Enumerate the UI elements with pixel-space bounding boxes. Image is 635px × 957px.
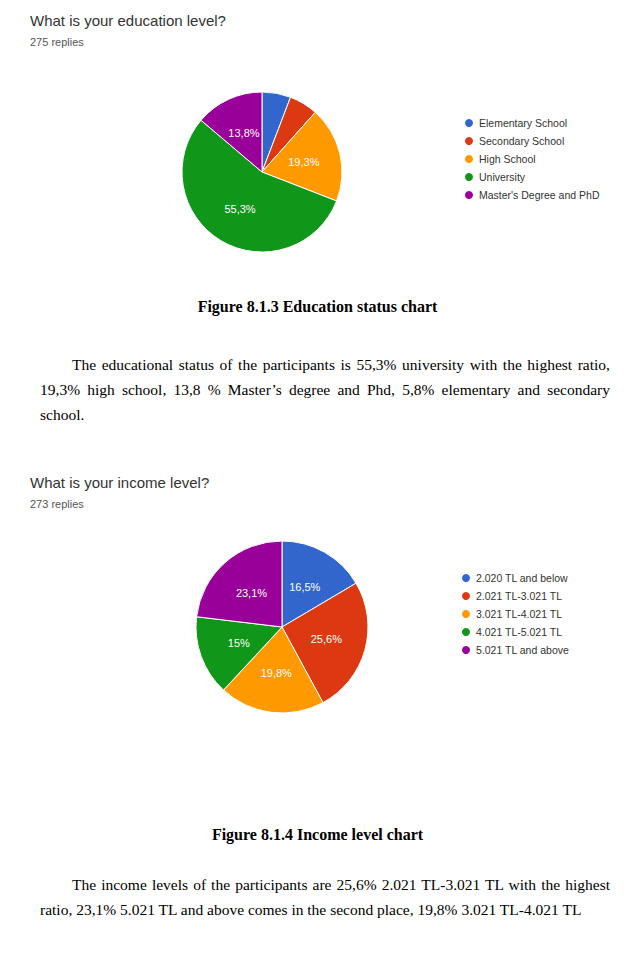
svg-text:2.020 TL and below: 2.020 TL and below [476, 572, 568, 584]
svg-text:273 replies: 273 replies [30, 498, 84, 510]
svg-text:4.021 TL-5.021 TL: 4.021 TL-5.021 TL [476, 626, 562, 638]
svg-text:13,8%: 13,8% [228, 127, 259, 139]
svg-text:Secondary School: Secondary School [479, 135, 564, 147]
svg-text:19,3%: 19,3% [288, 156, 319, 168]
svg-text:3.021 TL-4.021 TL: 3.021 TL-4.021 TL [476, 608, 562, 620]
svg-text:16,5%: 16,5% [289, 581, 320, 593]
svg-text:275 replies: 275 replies [30, 36, 84, 48]
svg-text:23,1%: 23,1% [236, 587, 267, 599]
svg-text:55,3%: 55,3% [224, 203, 255, 215]
svg-text:25,6%: 25,6% [311, 633, 342, 645]
svg-text:What is your income level?: What is your income level? [30, 474, 209, 491]
html-text:The educational status of the: The educational status of the participan… [40, 356, 610, 423]
svg-text:High School: High School [479, 153, 536, 165]
svg-text:15%: 15% [228, 637, 250, 649]
html-text:Figure 8.1.4 Income level char: Figure 8.1.4 Income level chart [211, 826, 424, 843]
svg-text:Elementary School: Elementary School [479, 117, 567, 129]
html-text:The income levels of the parti: The income levels of the participants ar… [40, 876, 610, 918]
html-text:Figure 8.1.3 Education status: Figure 8.1.3 Education status chart [197, 298, 438, 315]
svg-text:2.021 TL-3.021 TL: 2.021 TL-3.021 TL [476, 590, 562, 602]
svg-text:19,8%: 19,8% [261, 667, 292, 679]
svg-text:5.021 TL and above: 5.021 TL and above [476, 644, 569, 656]
svg-text:What is your education level?: What is your education level? [30, 12, 226, 29]
svg-text:University: University [479, 171, 526, 183]
svg-text:Master's Degree and PhD: Master's Degree and PhD [479, 189, 600, 201]
